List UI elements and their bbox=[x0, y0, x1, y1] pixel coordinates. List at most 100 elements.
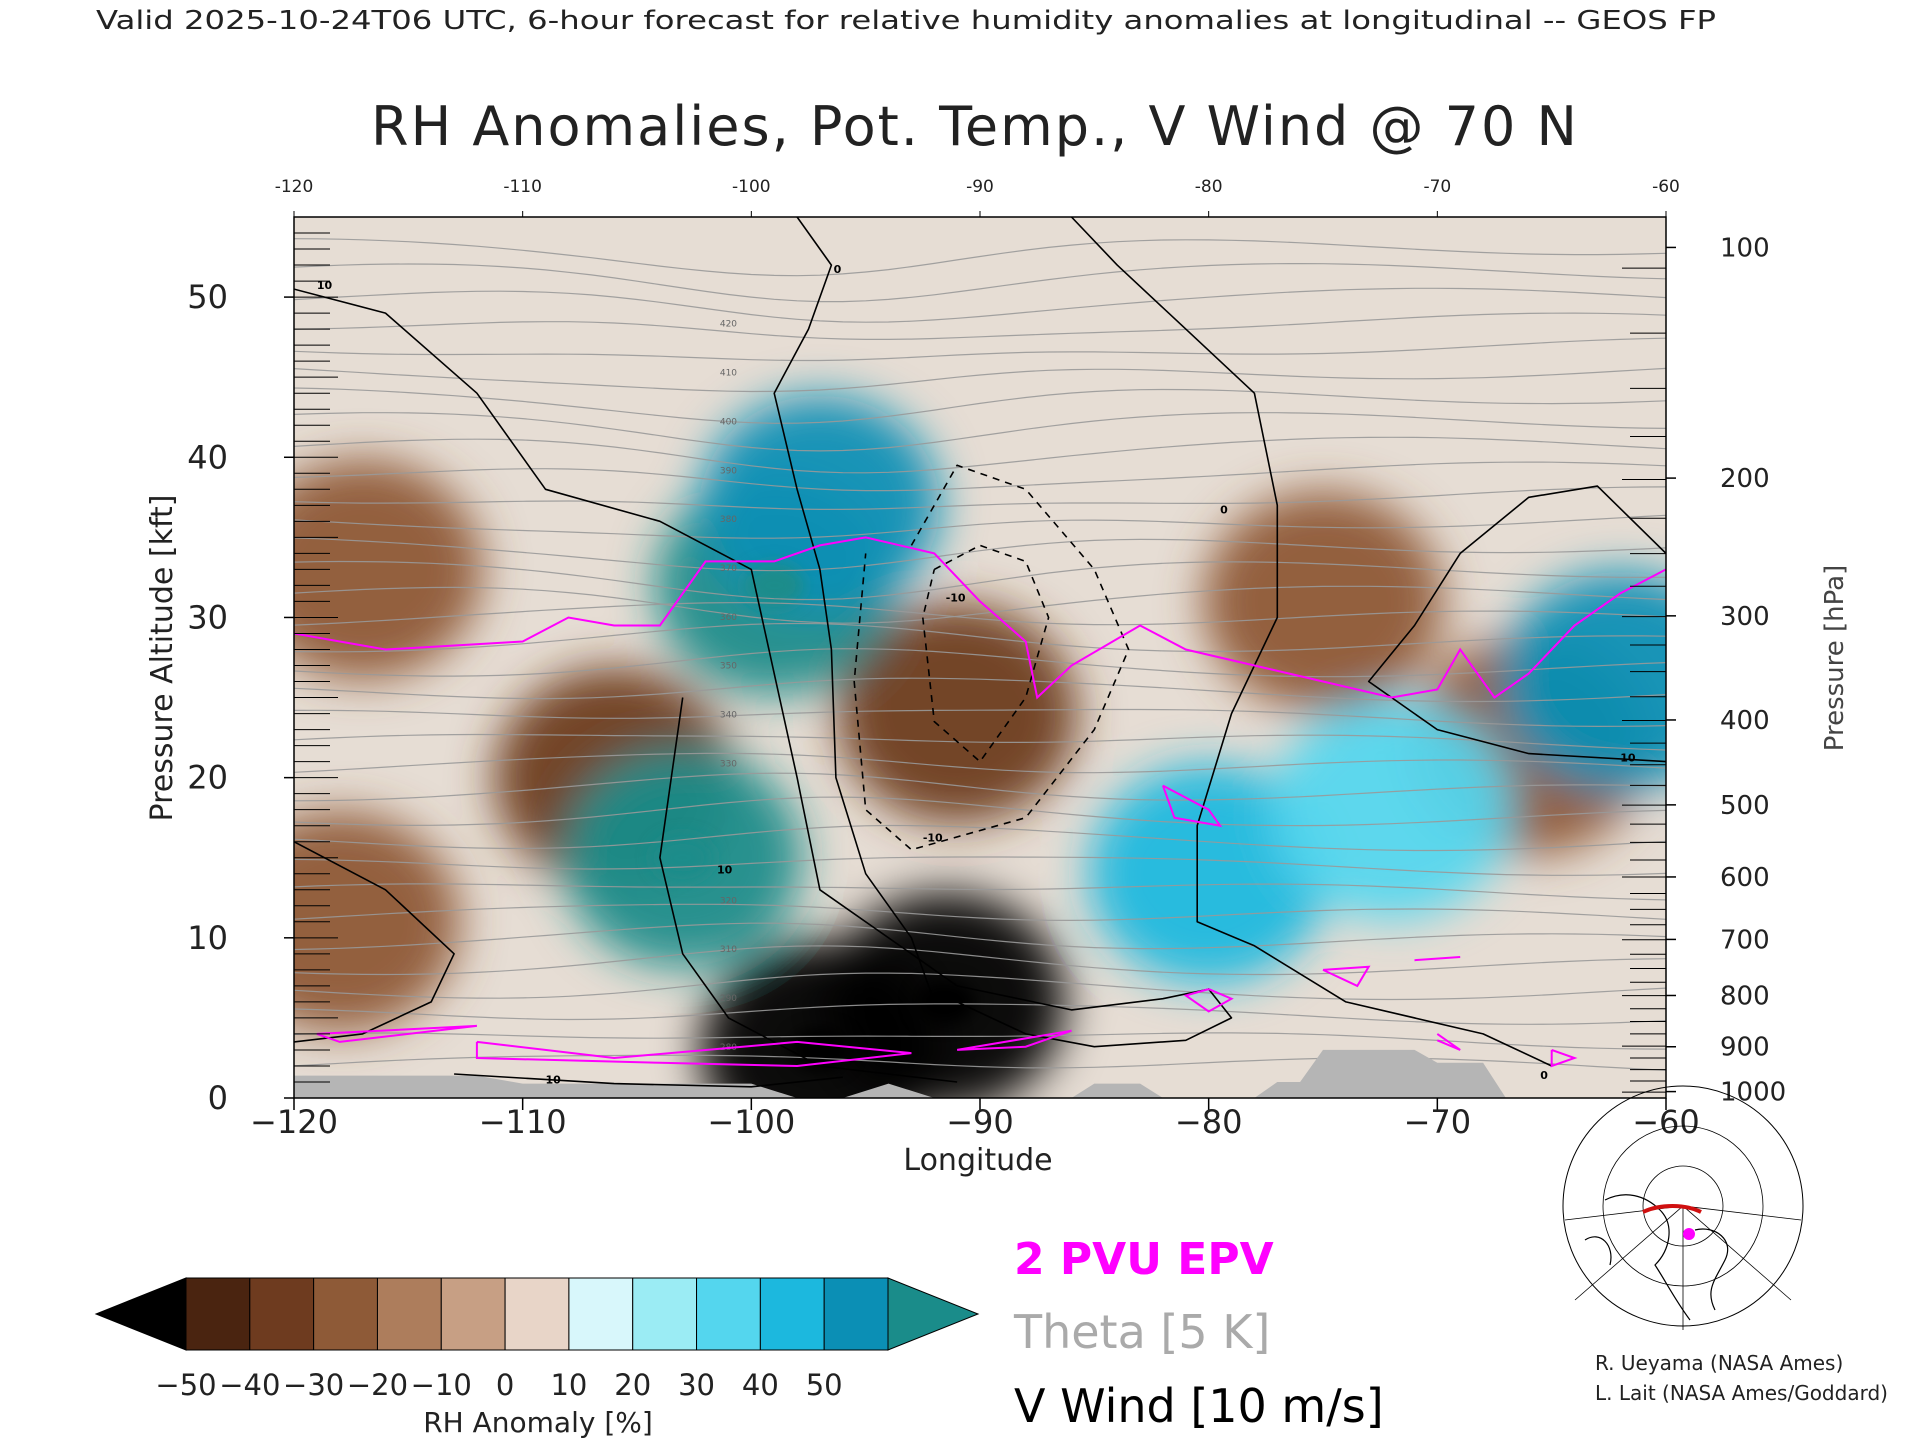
x-tick-label: −90 bbox=[946, 1103, 1014, 1141]
theta-isentrope bbox=[294, 560, 1666, 601]
theta-contour-label: 290 bbox=[720, 994, 737, 1004]
theta-isentrope bbox=[294, 337, 1666, 362]
theta-contours: 2802903103203303403503603703803904004104… bbox=[294, 238, 1666, 1071]
theta-contour-label: 310 bbox=[720, 945, 737, 955]
colorbar-swatch bbox=[696, 1277, 761, 1351]
colorbar-over-arrow bbox=[887, 1277, 980, 1351]
epv-contour-loop bbox=[1183, 988, 1234, 1013]
rh-anomaly-blob bbox=[294, 811, 460, 1032]
epv-tropopause-line bbox=[294, 536, 1666, 700]
theta-contour-label: 390 bbox=[720, 466, 737, 476]
theta-contour-label: 370 bbox=[720, 564, 737, 574]
theta-isentrope bbox=[294, 708, 1666, 728]
credit-line-1: R. Ueyama (NASA Ames) bbox=[1595, 1351, 1843, 1375]
v-wind-contour-label: 10 bbox=[546, 1074, 562, 1087]
credit-line-2: L. Lait (NASA Ames/Goddard) bbox=[1595, 1381, 1888, 1405]
theta-isentrope bbox=[294, 824, 1666, 852]
y-axis-label: Pressure Altitude [kft] bbox=[145, 495, 180, 822]
pressure-tick-label: 700 bbox=[1720, 925, 1770, 955]
theta-isentrope bbox=[294, 486, 1666, 510]
pressure-tick-label: 200 bbox=[1720, 464, 1770, 494]
epv-2pvu-contours bbox=[294, 536, 1666, 1068]
colorbar-tick-label: 20 bbox=[614, 1368, 651, 1402]
theta-isentrope bbox=[294, 622, 1666, 653]
v-wind-contour-label: -10 bbox=[946, 591, 966, 604]
colorbar-tick-label: −20 bbox=[347, 1368, 408, 1402]
x-tick-label: −120 bbox=[250, 1103, 338, 1141]
v-wind-negative-contour bbox=[922, 544, 1050, 763]
rh-anomaly-blob bbox=[294, 459, 483, 680]
epv-contour-loop bbox=[1436, 1033, 1461, 1051]
v-wind-contour bbox=[1367, 485, 1666, 763]
colorbar-label: RH Anomaly [%] bbox=[423, 1406, 653, 1439]
x-tick-label: −80 bbox=[1175, 1103, 1243, 1141]
x-top-tick-label: -90 bbox=[966, 177, 994, 197]
pressure-tick-label: 400 bbox=[1720, 706, 1770, 736]
terrain-mask bbox=[294, 1049, 1666, 1098]
rh-anomaly-core bbox=[915, 979, 976, 1024]
colorbar-swatch bbox=[313, 1277, 378, 1351]
x-tick-label: −110 bbox=[479, 1103, 567, 1141]
epv-contour-loop bbox=[475, 1040, 912, 1068]
theta-contour-label: 380 bbox=[720, 515, 737, 525]
colorbar-tick-label: 50 bbox=[806, 1368, 843, 1402]
colorbar-swatch bbox=[759, 1277, 825, 1351]
colorbar-swatch bbox=[440, 1277, 506, 1351]
axes: −120-120−110-110−100-100−90-90−80-80−70-… bbox=[187, 177, 1786, 1141]
rh-anomaly-heatmap bbox=[294, 395, 1666, 1098]
pressure-tick-label: 1000 bbox=[1720, 1078, 1786, 1108]
theta-isentrope bbox=[294, 312, 1666, 340]
v-wind-contour bbox=[773, 217, 936, 1003]
rh-blob-layer bbox=[294, 395, 1666, 1098]
rh-anomaly-blob bbox=[1088, 763, 1329, 984]
location-inset-map bbox=[1562, 1085, 1804, 1330]
y-tick-label: 30 bbox=[187, 598, 228, 636]
v-wind-contour bbox=[659, 697, 958, 1083]
colorbar-tick-label: −40 bbox=[219, 1368, 280, 1402]
epv-contour-loop bbox=[1414, 956, 1461, 962]
pressure-tick-label: 600 bbox=[1720, 863, 1770, 893]
pressure-tick-label: 900 bbox=[1720, 1033, 1770, 1063]
v-wind-contour-label: 10 bbox=[317, 279, 333, 292]
colorbar-tick-label: 10 bbox=[550, 1368, 587, 1402]
epv-contour-loop bbox=[1161, 784, 1223, 828]
rh-anomaly-blob bbox=[1500, 571, 1666, 792]
v-wind-contour-label: 0 bbox=[1220, 503, 1228, 516]
pressure-tick-label: 800 bbox=[1720, 981, 1770, 1011]
legend-theta: Theta [5 K] bbox=[1013, 1305, 1270, 1359]
epv-contour-loop bbox=[1322, 965, 1371, 988]
theta-isentrope bbox=[294, 648, 1666, 678]
theta-contour-label: 360 bbox=[720, 613, 737, 623]
colorbar-tick-label: 0 bbox=[496, 1368, 514, 1402]
epv-contour-loop bbox=[316, 1024, 478, 1043]
x-top-tick-label: -120 bbox=[275, 177, 314, 197]
plot-area: 2802903103203303403503603703803904004104… bbox=[293, 216, 1667, 1099]
colorbar: −50 −40 −30 −20 −10 0 10 20 30 40 50 bbox=[94, 1277, 980, 1402]
theta-isentrope bbox=[294, 772, 1666, 802]
theta-isentrope bbox=[294, 461, 1666, 492]
terrain-surface bbox=[294, 1049, 1666, 1098]
pressure-tick-label: 100 bbox=[1720, 233, 1770, 263]
theta-contour-label: 420 bbox=[720, 320, 737, 330]
v-wind-contour-label: 10 bbox=[1620, 752, 1636, 765]
colorbar-swatch bbox=[249, 1277, 315, 1351]
v-wind-negative-contour bbox=[853, 464, 1130, 851]
theta-isentrope bbox=[294, 602, 1666, 626]
theta-isentrope bbox=[294, 537, 1666, 572]
theta-isentrope bbox=[294, 972, 1666, 1001]
v-wind-contour-label: 10 bbox=[717, 864, 733, 877]
y-tick-label: 0 bbox=[208, 1079, 228, 1117]
theta-isentrope bbox=[294, 856, 1666, 876]
y-tick-label: 40 bbox=[187, 438, 228, 476]
theta-isentrope bbox=[294, 922, 1666, 951]
colorbar-tick-label: −50 bbox=[155, 1368, 216, 1402]
theta-isentrope bbox=[294, 677, 1666, 703]
theta-isentrope bbox=[294, 238, 1666, 277]
v-wind-contour bbox=[454, 1073, 843, 1088]
epv-contour-loop bbox=[1550, 1048, 1578, 1068]
rh-anomaly-core bbox=[652, 835, 713, 880]
v-wind-contour-label: 0 bbox=[834, 263, 842, 276]
colorbar-swatch bbox=[568, 1277, 634, 1351]
theta-isentrope bbox=[294, 514, 1666, 539]
